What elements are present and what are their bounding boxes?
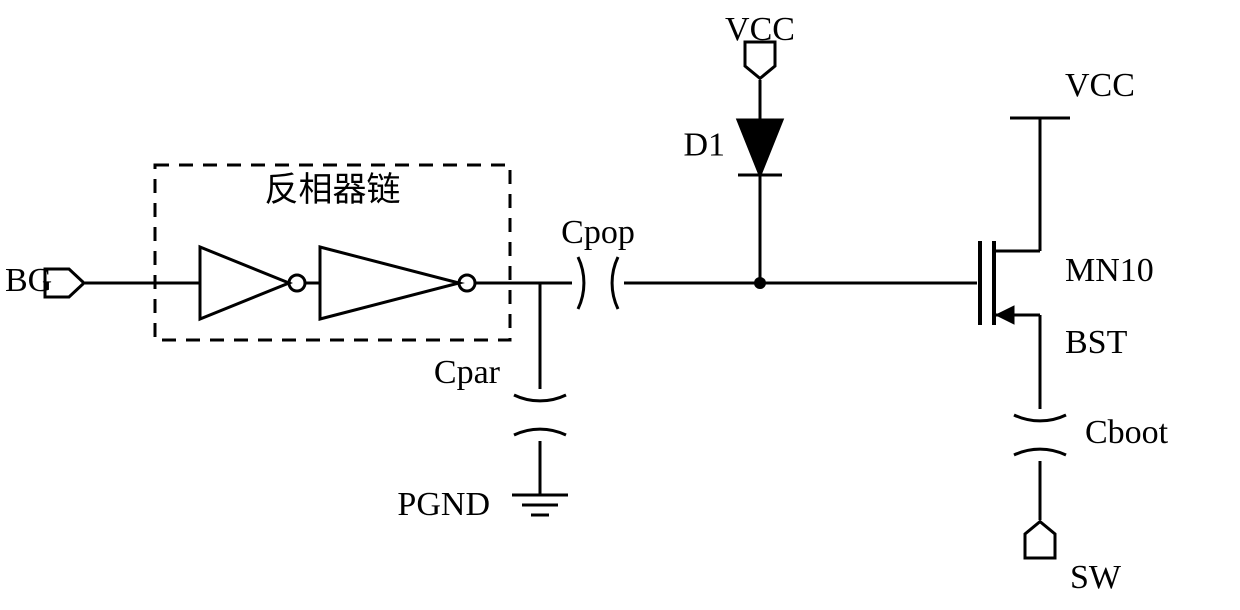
label-inverter-chain: 反相器链 [265,171,401,209]
inverter-2 [320,247,459,319]
label-cpop: Cpop [561,214,635,251]
diode-d1 [738,120,782,175]
label-vcc-right: VCC [1065,67,1135,104]
label-pgnd: PGND [397,486,490,523]
inverter-1 [200,247,289,319]
label-mn10: MN10 [1065,252,1154,289]
label-bg: BG [5,262,52,299]
label-cpar: Cpar [434,354,501,391]
label-d1: D1 [683,126,725,163]
port-sw [1025,522,1055,558]
label-sw: SW [1070,559,1122,596]
label-bst: BST [1065,324,1128,361]
label-cboot: Cboot [1085,414,1169,451]
